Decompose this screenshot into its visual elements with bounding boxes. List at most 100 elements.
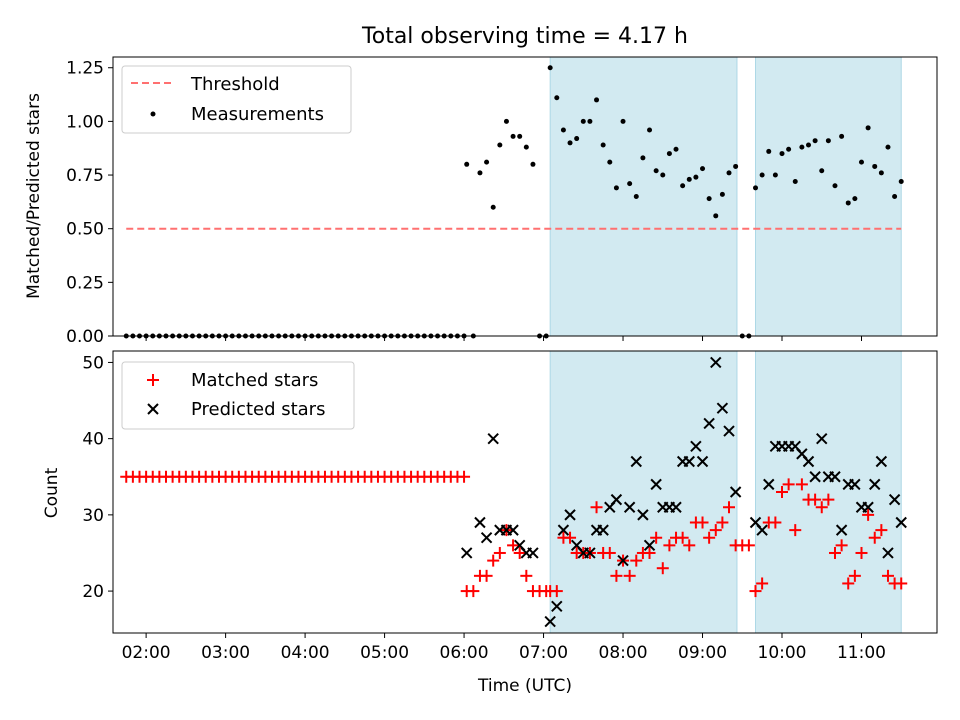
measurement-point xyxy=(547,65,553,71)
matched-star-marker xyxy=(520,569,533,582)
measurement-point xyxy=(574,136,580,142)
measurement-point xyxy=(805,142,811,148)
matched-star-marker xyxy=(835,539,848,552)
x-tick-label: 08:00 xyxy=(599,643,648,663)
matched-star-marker xyxy=(795,478,808,491)
x-tick-label: 06:00 xyxy=(440,643,489,663)
measurement-point xyxy=(627,181,633,187)
predicted-star-marker xyxy=(875,455,888,468)
measurement-point xyxy=(865,125,871,131)
measurement-point xyxy=(693,174,699,180)
matched-star-marker xyxy=(458,470,471,483)
predicted-star-marker xyxy=(683,455,695,468)
legend-predicted-label: Predicted stars xyxy=(191,399,325,420)
measurement-point xyxy=(640,155,646,161)
top-y-tick-label: 1.00 xyxy=(66,112,104,132)
top-y-axis: 0.00 0.25 0.50 0.75 1.00 1.25 xyxy=(66,59,113,347)
matched-star-marker xyxy=(742,539,755,552)
predicted-star-marker xyxy=(474,516,486,529)
predicted-star-marker xyxy=(710,356,722,369)
matched-star-marker xyxy=(610,569,623,582)
top-plot-frame xyxy=(112,56,938,337)
bottom-y-tick-label: 30 xyxy=(82,506,104,526)
predicted-star-marker xyxy=(610,493,623,506)
star-count-points xyxy=(120,356,908,628)
top-legend-box xyxy=(121,65,352,134)
measurement-point xyxy=(607,159,613,165)
top-y-tick-label: 0.00 xyxy=(66,327,104,347)
x-tick-label: 03:00 xyxy=(201,643,250,663)
measurement-point xyxy=(653,168,659,174)
x-axis-label: Time (UTC) xyxy=(477,676,572,696)
measurement-point xyxy=(779,151,785,157)
measurement-point xyxy=(517,133,523,139)
predicted-star-marker xyxy=(487,432,499,445)
predicted-star-marker xyxy=(564,509,576,521)
predicted-star-marker xyxy=(829,471,841,483)
measurement-point xyxy=(484,159,490,165)
predicted-star-marker xyxy=(729,486,742,498)
bottom-legend: Matched stars Predicted stars xyxy=(121,361,355,430)
matched-star-marker xyxy=(487,554,500,567)
top-y-tick-label: 0.75 xyxy=(66,166,104,186)
measurement-point xyxy=(799,144,805,150)
matched-star-marker xyxy=(630,554,643,567)
top-shaded-intervals xyxy=(549,56,902,337)
predicted-star-marker xyxy=(584,547,596,559)
predicted-star-marker xyxy=(809,471,821,483)
predicted-star-marker xyxy=(869,478,881,491)
matched-star-marker xyxy=(643,546,656,559)
predicted-star-marker xyxy=(544,615,556,628)
bottom-x-axis: 02:00 03:00 04:00 05:00 06:00 07:00 08:00 09:00… xyxy=(122,633,886,663)
measurement-point xyxy=(892,194,898,199)
predicted-star-marker xyxy=(551,600,563,613)
measurement-point xyxy=(812,138,818,144)
measurement-point xyxy=(858,159,864,165)
measurement-point xyxy=(766,148,772,154)
matched-star-marker xyxy=(862,508,875,521)
top-shaded-interval-1 xyxy=(755,56,902,337)
matched-star-marker xyxy=(480,569,493,582)
matched-star-marker xyxy=(513,546,526,559)
matched-star-marker xyxy=(723,501,736,514)
matched-star-marker xyxy=(848,569,861,582)
matched-star-marker xyxy=(590,501,603,514)
predicted-star-marker xyxy=(849,478,861,491)
predicted-star-marker xyxy=(637,509,649,521)
matched-star-marker xyxy=(782,478,795,491)
predicted-star-marker xyxy=(802,455,815,468)
measurement-point xyxy=(600,142,606,148)
matched-star-marker xyxy=(895,577,908,590)
measurement-point xyxy=(580,118,586,124)
predicted-star-marker xyxy=(895,516,907,529)
predicted-star-marker xyxy=(507,524,519,536)
measurement-point xyxy=(719,191,725,197)
matched-star-marker xyxy=(855,546,868,559)
predicted-star-marker xyxy=(703,417,715,430)
measurement-point xyxy=(560,127,566,133)
measurement-point xyxy=(726,170,732,176)
bottom-shaded-intervals xyxy=(549,350,902,634)
matched-star-marker xyxy=(507,539,520,552)
predicted-star-marker xyxy=(670,501,682,513)
matched-star-marker xyxy=(749,585,762,598)
bottom-y-label: Count xyxy=(42,467,62,518)
legend-measurement-swatch xyxy=(150,111,156,117)
measurement-point xyxy=(464,161,470,167)
measurement-point xyxy=(792,178,798,184)
measurement-point xyxy=(753,185,759,191)
x-tick-label: 11:00 xyxy=(837,643,886,663)
top-x-ticks xyxy=(145,336,862,341)
measurement-point xyxy=(503,118,509,124)
bottom-legend-box xyxy=(121,361,355,430)
predicted-star-marker xyxy=(630,455,642,468)
measurement-point xyxy=(587,118,593,124)
measurement-point xyxy=(620,118,626,124)
predicted-star-marker xyxy=(597,524,609,536)
measurement-point xyxy=(510,133,516,139)
bottom-y-tick-label: 40 xyxy=(82,430,104,450)
predicted-star-marker xyxy=(557,524,570,536)
predicted-star-marker xyxy=(763,478,775,491)
matched-star-marker xyxy=(881,569,894,582)
measurement-point xyxy=(772,172,778,178)
